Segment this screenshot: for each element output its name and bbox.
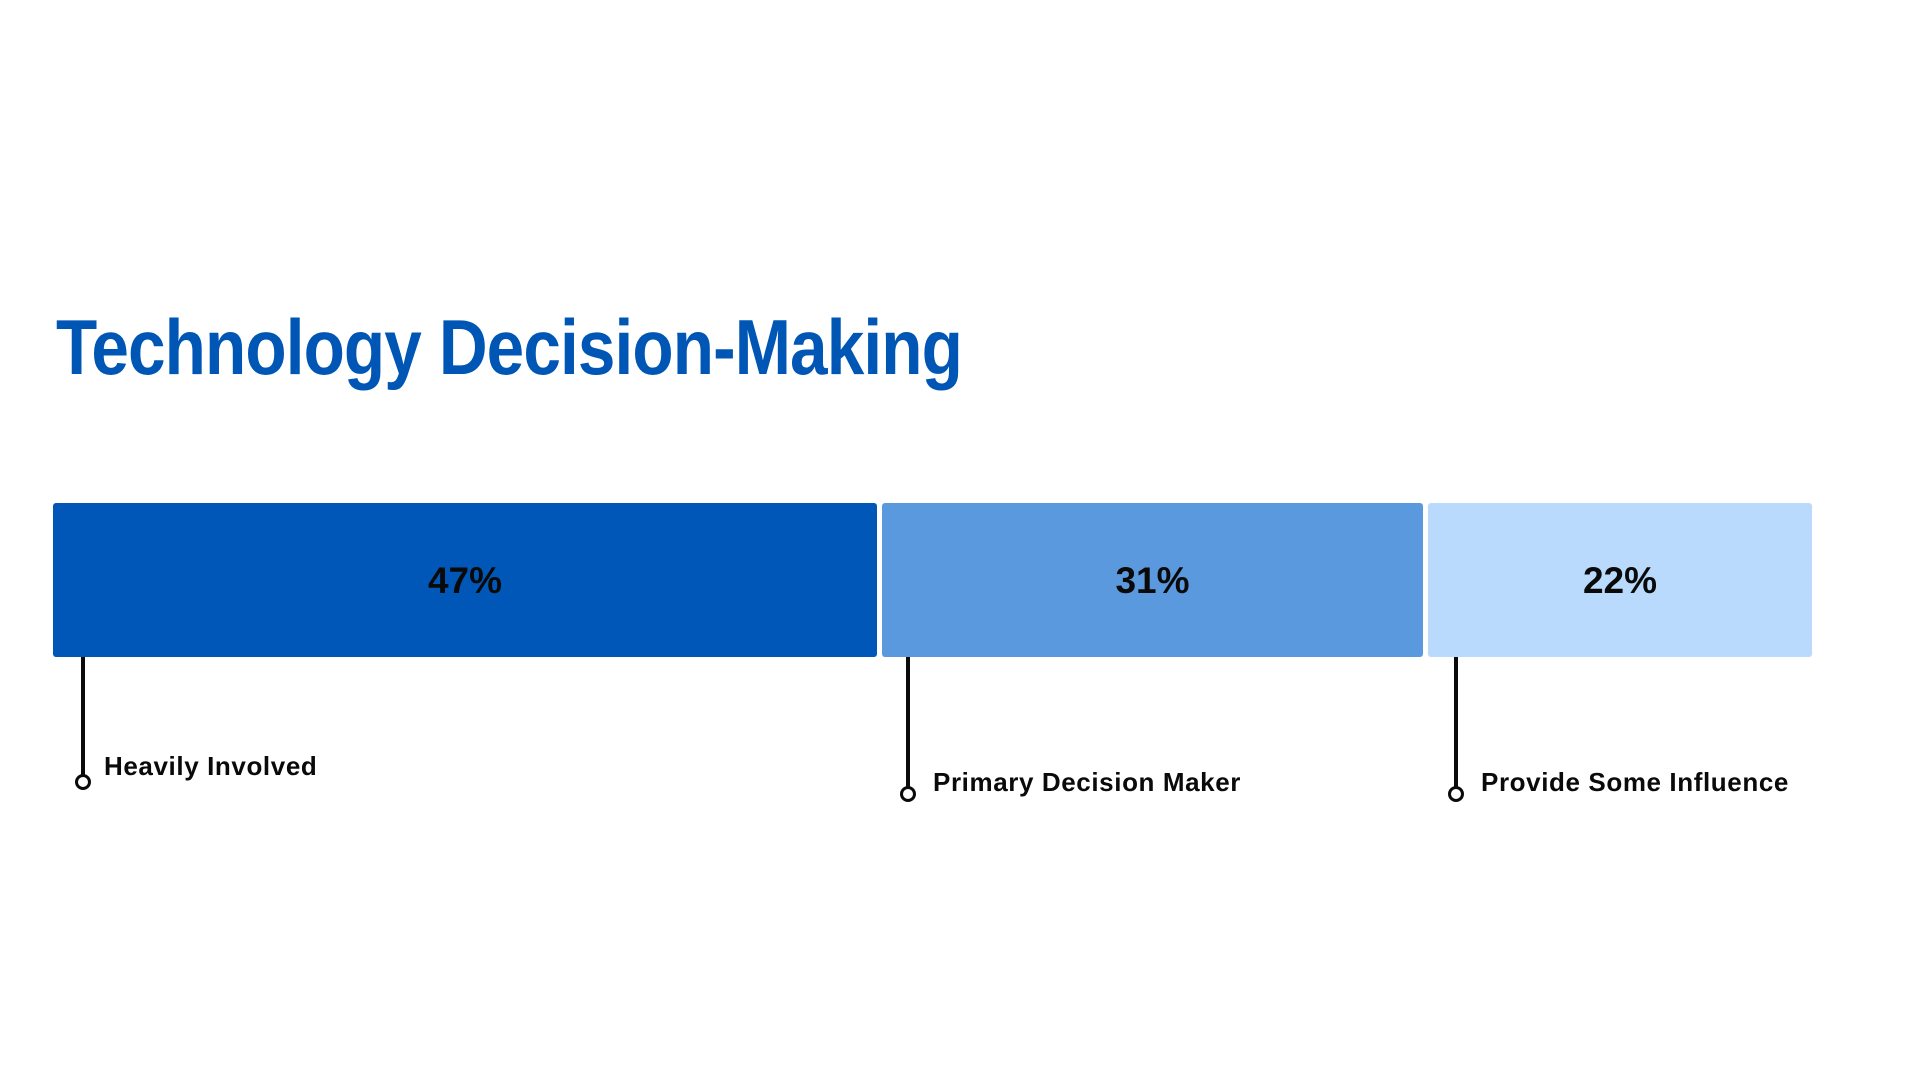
bar-value-label: 31% [1115, 560, 1190, 601]
callout-dot-icon [900, 786, 916, 802]
bar-segment-provide-some-influence: 22% [1428, 503, 1812, 657]
legend-label-heavily-involved: Heavily Involved [104, 751, 318, 781]
legend-label-primary-decision-maker: Primary Decision Maker [933, 767, 1242, 797]
callout-dot-icon [75, 774, 91, 790]
stacked-bar: 47% 31% 22% [53, 503, 1812, 657]
legend-label-provide-some-influence: Provide Some Influence [1481, 767, 1789, 797]
callout-line-primary-decision-maker [906, 657, 910, 787]
callout-dot-icon [1448, 786, 1464, 802]
callout-line-heavily-involved [81, 657, 85, 775]
bar-value-label: 47% [427, 560, 503, 601]
bar-value-label: 22% [1582, 560, 1658, 601]
page-title: Technology Decision-Making [56, 303, 963, 391]
bar-segment-primary-decision-maker: 31% [882, 503, 1423, 657]
callout-line-provide-some-influence [1454, 657, 1458, 787]
bar-segment-heavily-involved: 47% [53, 503, 877, 657]
